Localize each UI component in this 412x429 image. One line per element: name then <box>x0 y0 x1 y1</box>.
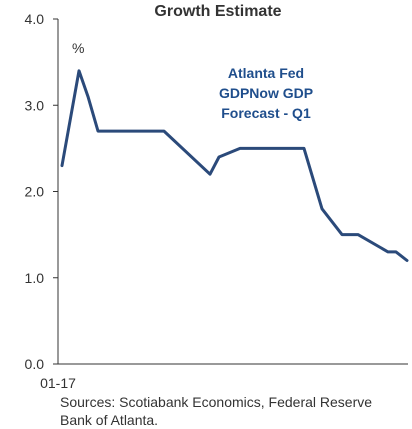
source-note: Sources: Scotiabank Economics, Federal R… <box>60 394 373 428</box>
y-tick-label: 3.0 <box>25 97 45 113</box>
y-tick-label: 2.0 <box>25 184 45 200</box>
x-tick-label: 01-17 <box>40 375 76 390</box>
chart: Growth Estimate % Atlanta Fed GDPNow GDP… <box>25 3 409 390</box>
annotation-line-2: GDPNow GDP <box>219 85 313 101</box>
y-tick-label: 0.0 <box>25 356 45 372</box>
y-tick-label: 4.0 <box>25 11 45 27</box>
unit-label: % <box>72 40 84 56</box>
annotation-line-1: Atlanta Fed <box>228 65 304 81</box>
chart-title: Growth Estimate <box>154 3 281 20</box>
annotation-line-3: Forecast - Q1 <box>221 105 311 121</box>
axes: 0.0 1.0 2.0 3.0 4.0 01-17 <box>25 11 408 390</box>
series-line-0 <box>60 69 409 262</box>
y-tick-label: 1.0 <box>25 270 45 286</box>
plot-area <box>60 69 409 262</box>
